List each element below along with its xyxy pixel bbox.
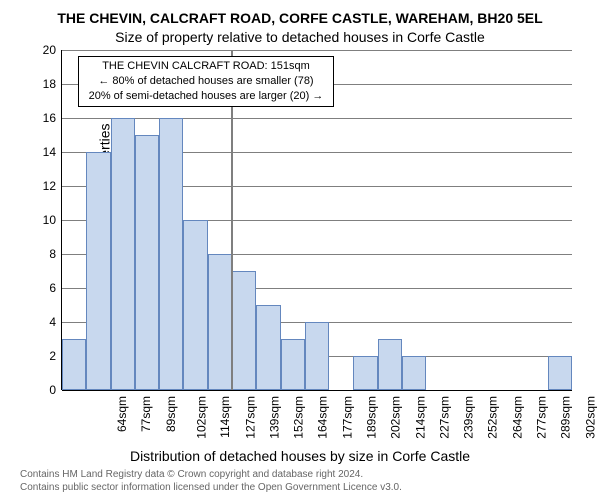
y-tick-label: 0 [26, 383, 56, 397]
histogram-bar [208, 254, 232, 390]
histogram-bar [62, 339, 86, 390]
histogram-bar [183, 220, 207, 390]
y-tick-label: 6 [26, 281, 56, 295]
x-tick-label: 239sqm [462, 396, 476, 439]
chart-title-line2: Size of property relative to detached ho… [0, 29, 600, 45]
footer-attribution: Contains HM Land Registry data © Crown c… [20, 468, 402, 494]
y-tick-label: 16 [26, 111, 56, 125]
x-tick-label: 277sqm [535, 396, 549, 439]
annotation-line: ← 80% of detached houses are smaller (78… [83, 74, 329, 89]
y-tick-label: 2 [26, 349, 56, 363]
x-tick-label: 89sqm [164, 396, 178, 432]
x-tick-label: 114sqm [218, 396, 232, 438]
x-tick-label: 64sqm [115, 396, 129, 432]
x-tick-label: 77sqm [139, 396, 153, 432]
x-tick-label: 127sqm [243, 396, 257, 439]
x-tick-label: 252sqm [486, 396, 500, 439]
footer-line2: Contains public sector information licen… [20, 481, 402, 494]
x-tick-label: 214sqm [413, 396, 427, 439]
chart-container: THE CHEVIN, CALCRAFT ROAD, CORFE CASTLE,… [0, 0, 600, 500]
x-tick-label: 102sqm [195, 396, 209, 439]
footer-line1: Contains HM Land Registry data © Crown c… [20, 468, 402, 481]
x-tick-label: 264sqm [510, 396, 524, 439]
y-tick-label: 4 [26, 315, 56, 329]
y-tick-label: 14 [26, 145, 56, 159]
histogram-bar [353, 356, 377, 390]
histogram-bar [86, 152, 110, 390]
histogram-bar [135, 135, 159, 390]
x-tick-label: 164sqm [316, 396, 330, 439]
y-tick-label: 20 [26, 43, 56, 57]
x-tick-label: 227sqm [438, 396, 452, 439]
histogram-bar [232, 271, 256, 390]
x-tick-label: 189sqm [365, 396, 379, 439]
histogram-bar [548, 356, 572, 390]
x-tick-label: 152sqm [292, 396, 306, 439]
histogram-bar [281, 339, 305, 390]
histogram-bar [111, 118, 135, 390]
annotation-line: THE CHEVIN CALCRAFT ROAD: 151sqm [83, 59, 329, 74]
x-tick-label: 302sqm [583, 396, 597, 439]
x-tick-label: 177sqm [340, 396, 354, 439]
x-axis-line [62, 390, 572, 391]
annotation-line: 20% of semi-detached houses are larger (… [83, 89, 329, 104]
grid-line [62, 118, 572, 119]
y-tick-label: 12 [26, 179, 56, 193]
histogram-bar [305, 322, 329, 390]
x-tick-label: 139sqm [268, 396, 282, 439]
annotation-box: THE CHEVIN CALCRAFT ROAD: 151sqm← 80% of… [78, 56, 334, 107]
grid-line [62, 50, 572, 51]
histogram-bar [402, 356, 426, 390]
chart-title-line1: THE CHEVIN, CALCRAFT ROAD, CORFE CASTLE,… [0, 10, 600, 26]
x-tick-label: 202sqm [389, 396, 403, 439]
histogram-bar [256, 305, 280, 390]
histogram-bar [378, 339, 402, 390]
y-tick-label: 18 [26, 77, 56, 91]
histogram-bar [159, 118, 183, 390]
x-tick-label: 289sqm [559, 396, 573, 439]
y-tick-label: 10 [26, 213, 56, 227]
x-axis-label: Distribution of detached houses by size … [0, 448, 600, 464]
y-tick-label: 8 [26, 247, 56, 261]
